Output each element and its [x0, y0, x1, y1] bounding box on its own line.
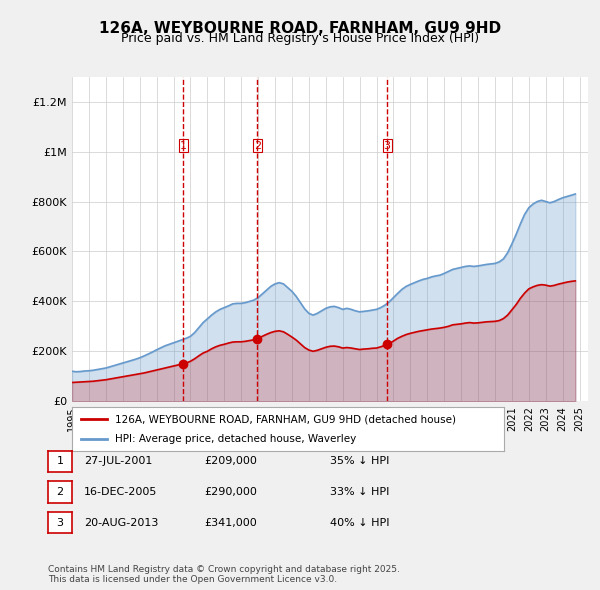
Text: HPI: Average price, detached house, Waverley: HPI: Average price, detached house, Wave…	[115, 434, 356, 444]
Text: 33% ↓ HPI: 33% ↓ HPI	[330, 487, 389, 497]
Text: £290,000: £290,000	[204, 487, 257, 497]
Text: 35% ↓ HPI: 35% ↓ HPI	[330, 457, 389, 466]
Text: £209,000: £209,000	[204, 457, 257, 466]
Text: 20-AUG-2013: 20-AUG-2013	[84, 518, 158, 527]
Text: 27-JUL-2001: 27-JUL-2001	[84, 457, 152, 466]
Text: 40% ↓ HPI: 40% ↓ HPI	[330, 518, 389, 527]
Text: Price paid vs. HM Land Registry's House Price Index (HPI): Price paid vs. HM Land Registry's House …	[121, 32, 479, 45]
Text: 1: 1	[179, 140, 187, 150]
Text: £341,000: £341,000	[204, 518, 257, 527]
Text: Contains HM Land Registry data © Crown copyright and database right 2025.
This d: Contains HM Land Registry data © Crown c…	[48, 565, 400, 584]
Text: 3: 3	[56, 518, 64, 527]
Text: 3: 3	[383, 140, 391, 150]
Text: 16-DEC-2005: 16-DEC-2005	[84, 487, 157, 497]
Text: 126A, WEYBOURNE ROAD, FARNHAM, GU9 9HD: 126A, WEYBOURNE ROAD, FARNHAM, GU9 9HD	[99, 21, 501, 35]
Text: 2: 2	[254, 140, 261, 150]
Text: 2: 2	[56, 487, 64, 497]
Text: 1: 1	[56, 457, 64, 466]
Text: 126A, WEYBOURNE ROAD, FARNHAM, GU9 9HD (detached house): 126A, WEYBOURNE ROAD, FARNHAM, GU9 9HD (…	[115, 415, 456, 424]
